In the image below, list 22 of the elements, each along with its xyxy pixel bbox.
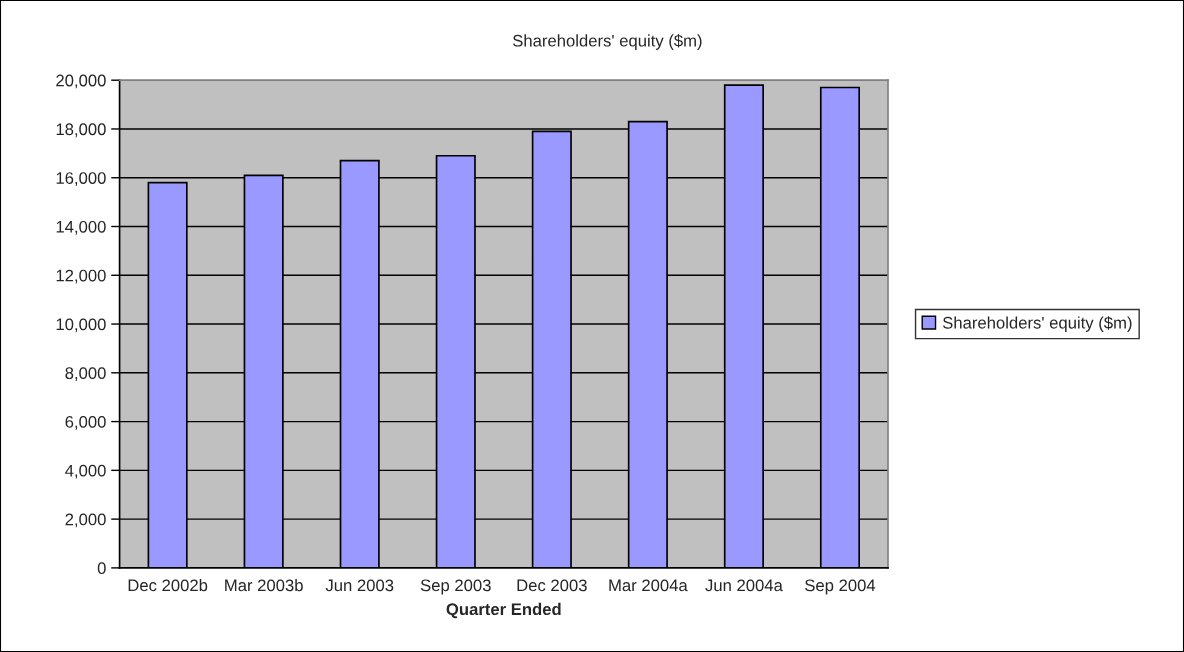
- chart-title: Shareholders' equity ($m): [513, 34, 702, 50]
- x-tick-label: Sep 2003: [420, 579, 491, 595]
- x-axis-title: Quarter Ended: [446, 602, 561, 619]
- x-tick-label: Jun 2003: [325, 579, 394, 592]
- x-tick-label: Mar 2004a: [609, 579, 688, 592]
- x-tick-label: Jun 2004a: [705, 579, 783, 592]
- y-tick-label: 12,000: [56, 269, 106, 284]
- y-tick-label: 0: [97, 562, 106, 575]
- y-tick-label: 2,000: [65, 513, 106, 528]
- y-tick-label: 10,000: [56, 318, 106, 333]
- y-tick-label: 4,000: [65, 464, 106, 479]
- x-tick-label: Mar 2003b: [225, 579, 303, 592]
- y-tick-label: 8,000: [65, 367, 106, 381]
- x-tick-label: Dec 2003: [517, 579, 587, 592]
- legend-label: Shareholders' equity ($m): [942, 316, 1132, 332]
- y-tick-label: 6,000: [65, 415, 106, 430]
- y-tick-label: 18,000: [56, 123, 106, 138]
- y-tick-label: 14,000: [56, 220, 106, 235]
- y-tick-label: 20,000: [56, 74, 106, 89]
- y-tick-label: 16,000: [56, 172, 106, 186]
- x-tick-label: Dec 2002b: [128, 579, 208, 592]
- x-tick-label: Sep 2004: [805, 579, 876, 595]
